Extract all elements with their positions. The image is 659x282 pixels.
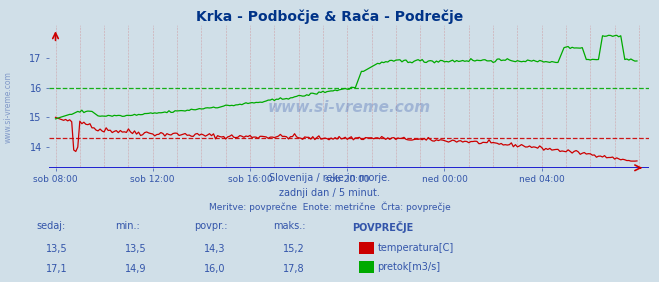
Text: Slovenija / reke in morje.: Slovenija / reke in morje. (269, 173, 390, 183)
Text: 14,3: 14,3 (204, 244, 226, 254)
Text: 13,5: 13,5 (46, 244, 68, 254)
Text: www.si-vreme.com: www.si-vreme.com (3, 71, 13, 143)
Text: 13,5: 13,5 (125, 244, 147, 254)
Text: 17,8: 17,8 (283, 264, 305, 274)
Text: pretok[m3/s]: pretok[m3/s] (378, 262, 441, 272)
Text: povpr.:: povpr.: (194, 221, 228, 231)
Text: sedaj:: sedaj: (36, 221, 65, 231)
Text: POVPREČJE: POVPREČJE (353, 221, 414, 233)
Text: min.:: min.: (115, 221, 140, 231)
Text: maks.:: maks.: (273, 221, 306, 231)
Text: 16,0: 16,0 (204, 264, 226, 274)
Text: www.si-vreme.com: www.si-vreme.com (268, 100, 431, 115)
Text: Krka - Podbočje & Rača - Podrečje: Krka - Podbočje & Rača - Podrečje (196, 10, 463, 24)
Text: 14,9: 14,9 (125, 264, 147, 274)
Text: temperatura[C]: temperatura[C] (378, 243, 454, 253)
Text: 15,2: 15,2 (283, 244, 305, 254)
Text: Meritve: povprečne  Enote: metrične  Črta: povprečje: Meritve: povprečne Enote: metrične Črta:… (209, 202, 450, 212)
Text: zadnji dan / 5 minut.: zadnji dan / 5 minut. (279, 188, 380, 197)
Text: 17,1: 17,1 (46, 264, 68, 274)
